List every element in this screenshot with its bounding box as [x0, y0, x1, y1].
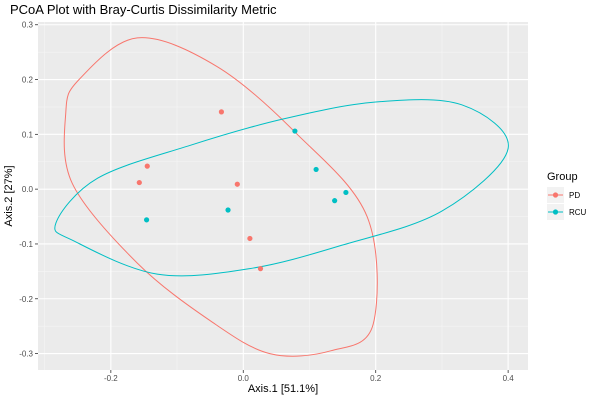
- point-pd: [234, 181, 240, 187]
- y-axis-ticks: -0.3 -0.2 -0.1 0.0 0.1 0.2 0.3: [19, 21, 38, 359]
- legend-key-point: [552, 192, 559, 198]
- plot-panel: [38, 22, 528, 370]
- y-tick-label: 0.1: [22, 130, 34, 139]
- point-pd: [247, 235, 253, 242]
- legend-title: Group: [547, 171, 578, 183]
- x-tick-label: -0.2: [104, 374, 118, 383]
- data-points: [136, 109, 349, 272]
- legend-label: PD: [569, 191, 580, 200]
- point-pd: [136, 179, 142, 186]
- legend-label: RCU: [569, 208, 587, 217]
- y-tick-label: -0.1: [19, 240, 33, 249]
- x-tick-label: 0.0: [238, 374, 250, 383]
- chart-title: PCoA Plot with Bray-Curtis Dissimilarity…: [10, 2, 277, 17]
- ellipse-rcu: [54, 99, 509, 277]
- point-rcu: [313, 166, 319, 173]
- point-rcu: [143, 217, 150, 223]
- x-tick-label: 0.2: [370, 374, 382, 383]
- x-tick-label: 0.4: [503, 374, 515, 383]
- confidence-ellipses: [54, 37, 509, 357]
- point-pd: [144, 163, 150, 169]
- y-tick-label: -0.2: [19, 295, 33, 304]
- x-axis-title: Axis.1 [51.1%]: [248, 383, 318, 395]
- legend: Group PD RCU: [547, 171, 587, 220]
- y-axis-title: Axis.2 [27%]: [3, 165, 15, 226]
- point-rcu: [225, 207, 231, 213]
- y-tick-label: 0.3: [22, 21, 34, 30]
- point-rcu: [332, 198, 338, 204]
- y-tick-label: 0.2: [22, 76, 34, 85]
- y-tick-label: 0.0: [22, 185, 34, 194]
- point-pd: [257, 266, 264, 272]
- ellipse-pd: [63, 37, 378, 357]
- point-pd: [218, 109, 225, 115]
- legend-key-point: [552, 209, 559, 215]
- point-rcu: [343, 189, 349, 196]
- x-axis-ticks: -0.2 0.0 0.2 0.4: [104, 370, 514, 383]
- point-rcu: [292, 128, 298, 134]
- y-tick-label: -0.3: [19, 350, 33, 359]
- legend-keys: PD RCU: [547, 187, 587, 220]
